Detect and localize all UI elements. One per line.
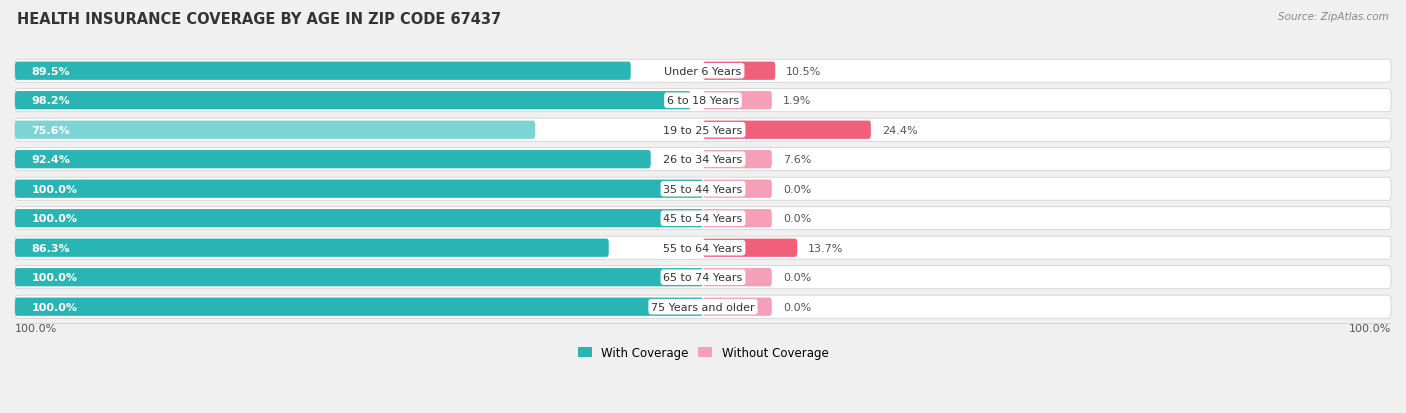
FancyBboxPatch shape xyxy=(703,268,772,287)
FancyBboxPatch shape xyxy=(15,295,1391,318)
Text: 13.7%: 13.7% xyxy=(808,243,844,253)
FancyBboxPatch shape xyxy=(703,151,772,169)
Text: Under 6 Years: Under 6 Years xyxy=(665,66,741,76)
FancyBboxPatch shape xyxy=(15,119,1391,142)
Text: 65 to 74 Years: 65 to 74 Years xyxy=(664,273,742,282)
Text: 86.3%: 86.3% xyxy=(31,243,70,253)
Text: 75.6%: 75.6% xyxy=(31,126,70,135)
Text: 98.2%: 98.2% xyxy=(31,96,70,106)
FancyBboxPatch shape xyxy=(15,298,703,316)
FancyBboxPatch shape xyxy=(15,92,690,110)
Text: Source: ZipAtlas.com: Source: ZipAtlas.com xyxy=(1278,12,1389,22)
FancyBboxPatch shape xyxy=(15,268,703,287)
Text: 100.0%: 100.0% xyxy=(31,184,77,194)
Text: 10.5%: 10.5% xyxy=(786,66,821,76)
FancyBboxPatch shape xyxy=(703,239,797,257)
FancyBboxPatch shape xyxy=(15,151,651,169)
Text: 1.9%: 1.9% xyxy=(783,96,811,106)
Text: 92.4%: 92.4% xyxy=(31,155,70,165)
FancyBboxPatch shape xyxy=(15,207,1391,230)
FancyBboxPatch shape xyxy=(703,92,772,110)
FancyBboxPatch shape xyxy=(15,237,1391,260)
FancyBboxPatch shape xyxy=(15,209,703,228)
FancyBboxPatch shape xyxy=(15,180,703,198)
Text: 7.6%: 7.6% xyxy=(783,155,811,165)
FancyBboxPatch shape xyxy=(15,62,631,81)
Text: 75 Years and older: 75 Years and older xyxy=(651,302,755,312)
Text: 24.4%: 24.4% xyxy=(882,126,918,135)
FancyBboxPatch shape xyxy=(15,121,536,140)
Text: 100.0%: 100.0% xyxy=(31,214,77,224)
FancyBboxPatch shape xyxy=(15,178,1391,201)
FancyBboxPatch shape xyxy=(15,90,1391,112)
FancyBboxPatch shape xyxy=(703,62,775,81)
Text: 0.0%: 0.0% xyxy=(783,273,811,282)
FancyBboxPatch shape xyxy=(15,60,1391,83)
Text: 35 to 44 Years: 35 to 44 Years xyxy=(664,184,742,194)
Text: 0.0%: 0.0% xyxy=(783,184,811,194)
Text: 45 to 54 Years: 45 to 54 Years xyxy=(664,214,742,224)
Legend: With Coverage, Without Coverage: With Coverage, Without Coverage xyxy=(572,342,834,364)
FancyBboxPatch shape xyxy=(703,121,870,140)
FancyBboxPatch shape xyxy=(703,298,772,316)
FancyBboxPatch shape xyxy=(15,239,609,257)
FancyBboxPatch shape xyxy=(703,180,772,198)
Text: 26 to 34 Years: 26 to 34 Years xyxy=(664,155,742,165)
FancyBboxPatch shape xyxy=(15,266,1391,289)
Text: 0.0%: 0.0% xyxy=(783,302,811,312)
FancyBboxPatch shape xyxy=(703,209,772,228)
FancyBboxPatch shape xyxy=(15,148,1391,171)
Text: 55 to 64 Years: 55 to 64 Years xyxy=(664,243,742,253)
Text: HEALTH INSURANCE COVERAGE BY AGE IN ZIP CODE 67437: HEALTH INSURANCE COVERAGE BY AGE IN ZIP … xyxy=(17,12,501,27)
Text: 19 to 25 Years: 19 to 25 Years xyxy=(664,126,742,135)
Text: 100.0%: 100.0% xyxy=(31,273,77,282)
Text: 6 to 18 Years: 6 to 18 Years xyxy=(666,96,740,106)
Text: 100.0%: 100.0% xyxy=(1348,323,1391,333)
Text: 89.5%: 89.5% xyxy=(31,66,70,76)
Text: 100.0%: 100.0% xyxy=(31,302,77,312)
Text: 100.0%: 100.0% xyxy=(15,323,58,333)
Text: 0.0%: 0.0% xyxy=(783,214,811,224)
